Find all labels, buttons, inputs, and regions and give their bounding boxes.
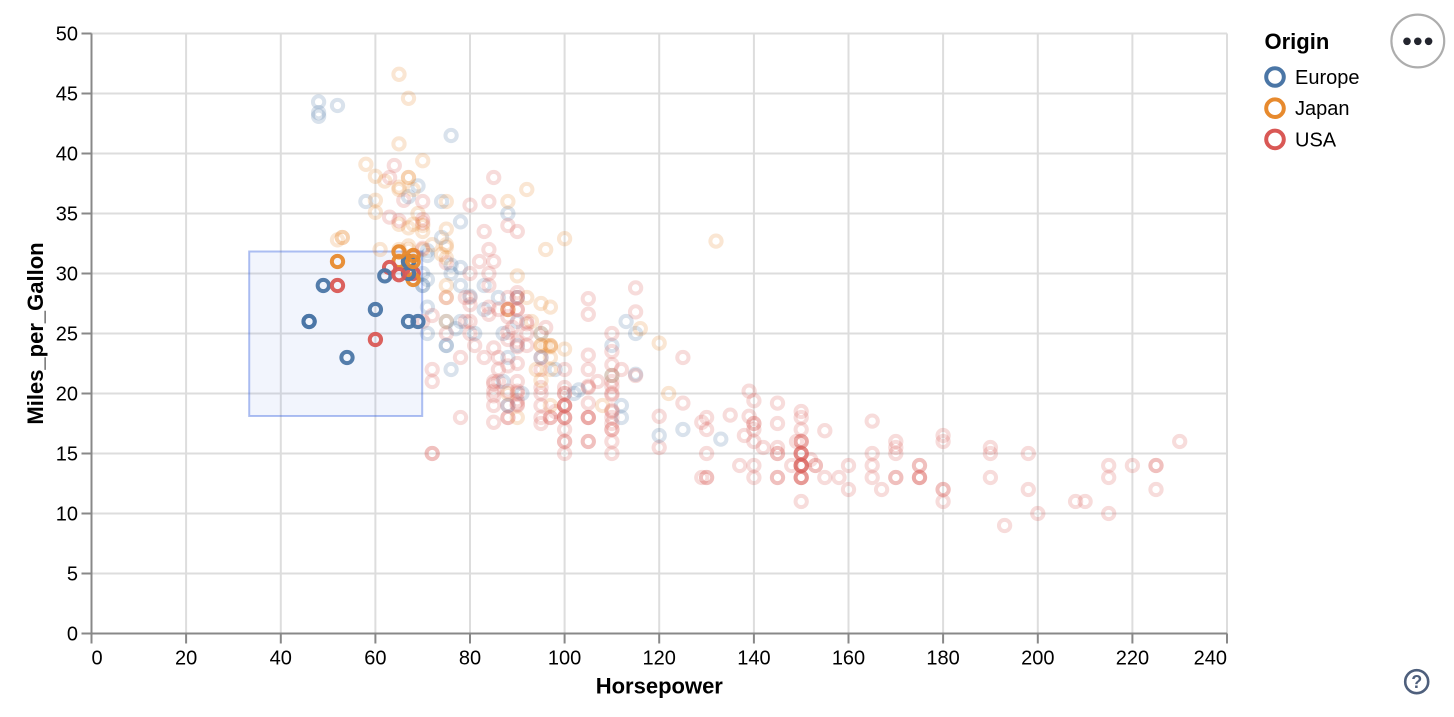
- svg-text:120: 120: [643, 648, 676, 670]
- svg-text:60: 60: [364, 648, 386, 670]
- svg-text:35: 35: [56, 204, 78, 226]
- svg-text:Japan: Japan: [1295, 98, 1350, 120]
- svg-text:200: 200: [1021, 648, 1054, 670]
- svg-text:45: 45: [56, 84, 78, 106]
- svg-text:30: 30: [56, 264, 78, 286]
- svg-text:USA: USA: [1295, 129, 1337, 151]
- svg-text:Origin: Origin: [1265, 29, 1330, 54]
- svg-text:0: 0: [67, 624, 78, 646]
- svg-text:Miles_per_Gallon: Miles_per_Gallon: [23, 242, 48, 424]
- svg-text:?: ?: [1411, 672, 1422, 692]
- svg-text:180: 180: [926, 648, 959, 670]
- svg-text:0: 0: [92, 648, 103, 670]
- svg-text:80: 80: [459, 648, 481, 670]
- svg-text:40: 40: [270, 648, 292, 670]
- svg-text:160: 160: [832, 648, 865, 670]
- svg-text:20: 20: [56, 384, 78, 406]
- svg-text:240: 240: [1194, 648, 1227, 670]
- svg-text:10: 10: [56, 504, 78, 526]
- svg-text:100: 100: [548, 648, 581, 670]
- svg-text:15: 15: [56, 444, 78, 466]
- svg-text:20: 20: [175, 648, 197, 670]
- svg-text:220: 220: [1116, 648, 1149, 670]
- svg-text:25: 25: [56, 324, 78, 346]
- svg-text:140: 140: [737, 648, 770, 670]
- svg-text:40: 40: [56, 144, 78, 166]
- svg-text:Horsepower: Horsepower: [596, 674, 724, 699]
- svg-text:5: 5: [67, 564, 78, 586]
- svg-text:Europe: Europe: [1295, 67, 1360, 89]
- svg-text:50: 50: [56, 24, 78, 46]
